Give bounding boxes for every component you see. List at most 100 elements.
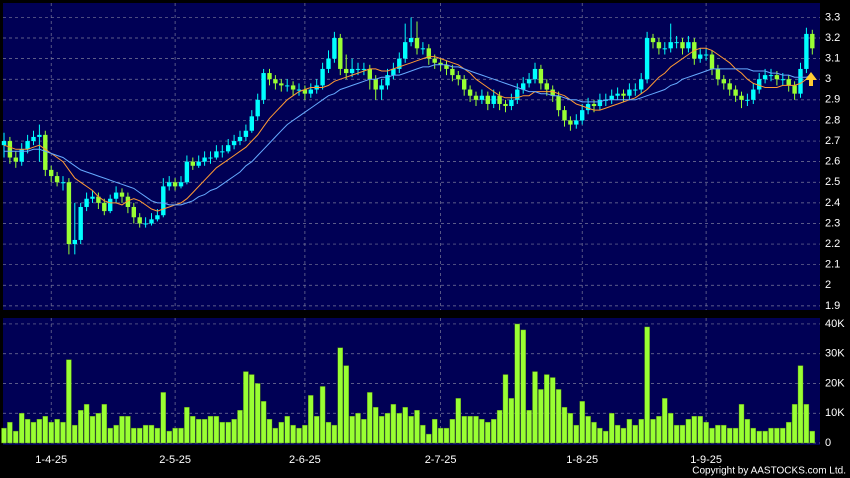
- volume-bar: [225, 421, 231, 444]
- y-tick-label: 40K: [825, 318, 845, 330]
- volume-bar: [378, 416, 385, 444]
- volume-bar: [83, 404, 90, 444]
- candle-body: [290, 85, 296, 90]
- volume-bar: [72, 424, 78, 444]
- candle-body: [414, 38, 420, 49]
- volume-bar: [697, 416, 703, 444]
- candle-body: [37, 134, 42, 137]
- candle-body: [568, 120, 573, 125]
- y-tick-label: 10K: [825, 407, 845, 419]
- volume-bar: [66, 359, 72, 444]
- volume-bar: [7, 421, 13, 444]
- volume-bar: [384, 413, 391, 444]
- candle-body: [762, 75, 768, 80]
- volume-bar: [331, 424, 338, 444]
- y-tick-label: 3.3: [825, 11, 840, 23]
- volume-bar: [160, 392, 167, 444]
- volume-bar: [166, 430, 172, 444]
- y-tick-label: 30K: [825, 348, 845, 360]
- volume-bar: [567, 413, 574, 444]
- volume-bar: [314, 416, 320, 444]
- candle-body: [108, 198, 113, 212]
- y-tick-label: 2: [825, 279, 831, 291]
- moving-average-line: [4, 64, 813, 206]
- volume-bar: [148, 424, 155, 444]
- candle-body: [745, 99, 750, 101]
- volume-bar: [349, 416, 355, 444]
- candle-body: [709, 54, 715, 69]
- candle-body: [202, 157, 207, 162]
- candle-body: [267, 73, 272, 80]
- volume-bar: [679, 424, 686, 444]
- volume-bar: [561, 407, 568, 444]
- volume-bar: [709, 427, 715, 444]
- volume-bar: [632, 424, 638, 444]
- candle-body: [19, 149, 24, 162]
- candle-body: [444, 64, 449, 69]
- volume-bar: [136, 427, 143, 444]
- volume-bar: [154, 427, 161, 444]
- volume-bar: [491, 418, 497, 444]
- volume-bar: [95, 413, 102, 444]
- volume-bar: [638, 418, 644, 444]
- candle-body: [450, 68, 455, 76]
- candle-body: [54, 176, 60, 183]
- volume-bar: [437, 427, 444, 444]
- candle-body: [627, 89, 632, 96]
- candle-body: [43, 134, 48, 170]
- candle-body: [1, 141, 7, 146]
- candle-body: [615, 93, 620, 96]
- volume-bar: [107, 427, 113, 444]
- candle-body: [438, 62, 443, 65]
- volume-bar: [36, 418, 43, 444]
- candle-body: [532, 68, 538, 80]
- candle-body: [521, 83, 526, 90]
- volume-bar: [591, 421, 597, 444]
- volume-bar: [514, 323, 520, 444]
- candle-body: [585, 103, 591, 111]
- volume-bar: [449, 418, 456, 444]
- volume-bar: [573, 424, 579, 444]
- volume-bar: [42, 416, 48, 444]
- candle-body: [279, 83, 284, 86]
- volume-bar: [201, 418, 208, 444]
- volume-bar: [172, 427, 178, 444]
- y-tick-label: 20K: [825, 377, 845, 389]
- candle-body: [220, 151, 225, 153]
- volume-bar: [237, 410, 243, 444]
- volume-bar: [48, 421, 54, 444]
- candle-body: [226, 145, 231, 152]
- volume-bar: [496, 410, 503, 444]
- candle-body: [786, 79, 791, 86]
- volume-bar: [732, 427, 739, 444]
- volume-bar: [715, 424, 721, 444]
- volume-bar: [432, 418, 438, 444]
- volume-bar: [520, 329, 526, 444]
- candle-body: [326, 58, 331, 69]
- candle-body: [420, 48, 426, 50]
- volume-bar: [603, 430, 609, 444]
- volume-bar: [296, 427, 302, 444]
- candle-body: [302, 89, 308, 94]
- candle-body: [721, 79, 726, 84]
- candle-body: [25, 141, 30, 150]
- volume-bar: [254, 383, 261, 444]
- volume-bar: [673, 424, 680, 444]
- candle-body: [798, 68, 803, 94]
- volume-bar: [585, 416, 591, 444]
- volume-bar: [662, 398, 668, 444]
- volume-bar: [325, 421, 332, 444]
- volume-bar: [803, 404, 810, 444]
- volume-bar: [266, 418, 273, 444]
- candle-body: [102, 202, 107, 212]
- volume-bar: [473, 416, 479, 444]
- candle-body: [491, 95, 496, 104]
- candle-body: [190, 161, 195, 166]
- candle-body: [591, 103, 597, 107]
- y-tick-label: 2.4: [825, 197, 840, 209]
- volume-bar: [13, 430, 19, 444]
- candle-body: [84, 198, 89, 207]
- x-tick-label: 2-6-25: [289, 454, 321, 466]
- candle-body: [72, 239, 77, 245]
- candle-body: [668, 42, 673, 49]
